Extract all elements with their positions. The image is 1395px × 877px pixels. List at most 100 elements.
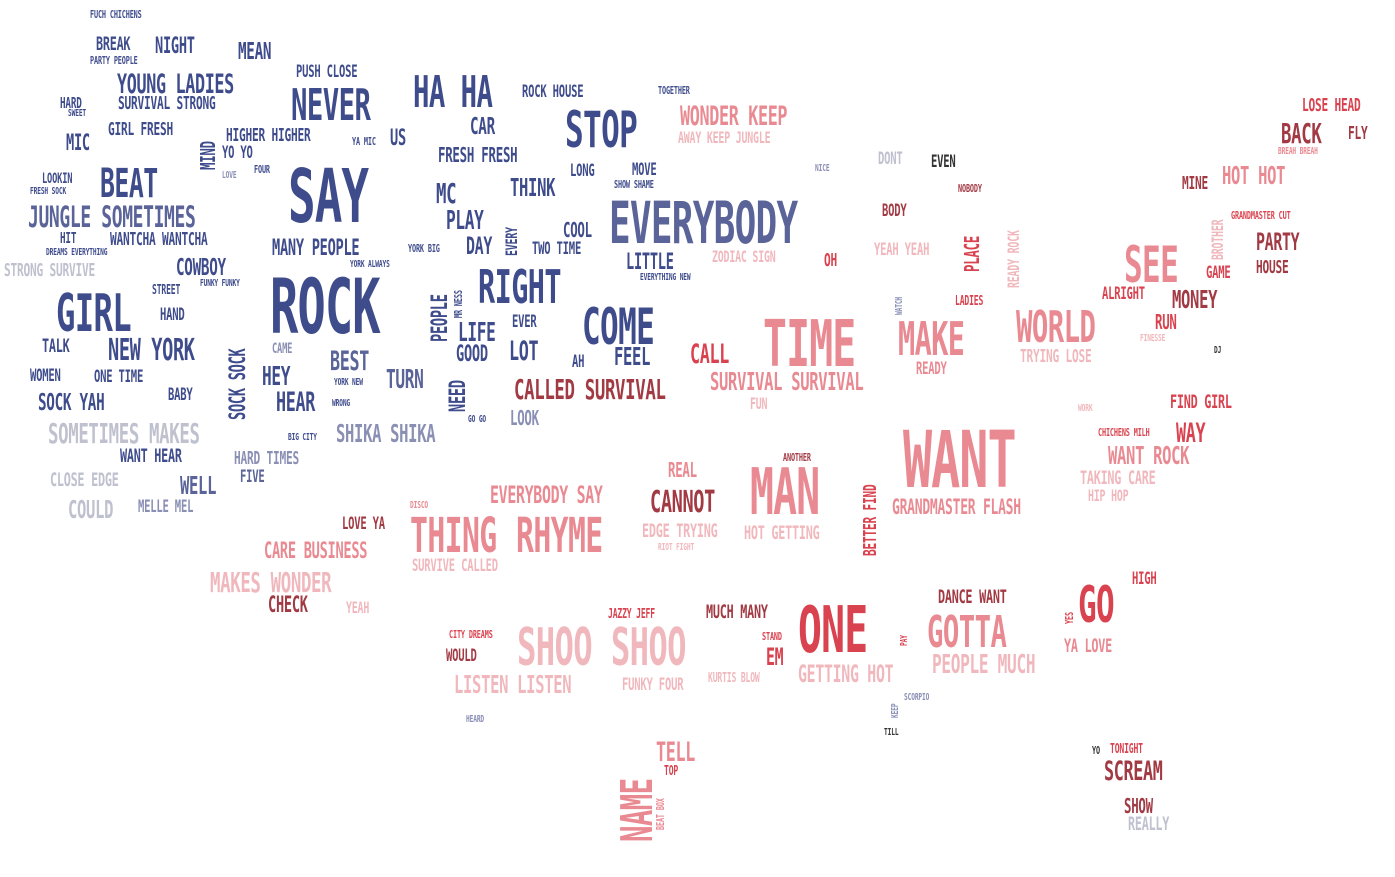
cloud-word: MR NESS [452,290,465,318]
cloud-word: SOCK YAH [38,390,105,416]
cloud-word: EVERYBODY [609,189,798,257]
cloud-word: LIFE [458,318,496,348]
cloud-word: PLACE [960,235,984,272]
cloud-word: BACK [1281,117,1322,150]
cloud-word: BIG CITY [288,432,317,443]
cloud-word: WANT HEAR [120,445,182,467]
cloud-word: READY ROCK [1004,230,1023,288]
cloud-word: HIT [60,229,77,247]
cloud-word: US [390,126,406,151]
cloud-word: YA LOVE [1064,635,1113,657]
cloud-word: DISCO [410,500,429,511]
cloud-word: WRONG [332,398,351,409]
cloud-word: BEAT BOX [654,798,667,830]
cloud-word: AH [572,352,585,372]
cloud-word: DAY [466,232,492,260]
cloud-word: HEAR [276,387,315,418]
cloud-word: EVERYTHING NEW [640,272,691,283]
cloud-word: DONT [878,149,903,169]
cloud-word: WOMEN [30,366,61,386]
cloud-word: WANT [903,416,1017,506]
cloud-word: TAKING CARE [1080,467,1156,489]
cloud-word: THING [410,508,497,564]
cloud-word: CARE BUSINESS [264,539,368,564]
cloud-word: BODY [882,201,907,221]
cloud-word: TALK [42,335,70,357]
cloud-word: SOCK SOCK [226,348,251,420]
cloud-word: MEAN [238,39,272,65]
cloud-word: SAY [288,154,369,240]
cloud-word: MAKES WONDER [210,566,332,599]
cloud-word: GOTTA [927,607,1007,658]
cloud-word: THINK [510,173,556,202]
cloud-word: HOT GETTING [744,522,820,544]
cloud-word: GAME [1206,263,1231,283]
cloud-word: LADIES [955,294,984,309]
cloud-word: SWEET [68,108,87,119]
cloud-word: TILL [884,727,899,738]
cloud-word: PARTY PEOPLE [90,54,138,67]
cloud-word: SURVIVAL SURVIVAL [710,367,864,396]
cloud-word: BABY [168,385,193,405]
cloud-word: COULD [68,495,114,524]
cloud-word: EVEN [931,152,956,172]
cloud-word: FRESH SOCK [30,186,67,197]
cloud-word: READY [916,359,947,379]
cloud-word: FIND GIRL [1170,391,1232,413]
cloud-word: LOOK [510,406,539,430]
cloud-word: STOP [565,101,638,159]
cloud-word: PAY [899,635,910,646]
cloud-word: SEE [1124,236,1179,294]
cloud-word: EVERYBODY SAY [490,481,603,509]
cloud-word: SCREAM [1104,756,1163,787]
cloud-word: LITTLE [626,250,674,275]
cloud-word: CHECK [268,593,308,618]
cloud-word: CANNOT [650,485,715,520]
cloud-word: HAND [160,305,185,325]
cloud-word: FUNKY FUNKY [200,278,240,289]
cloud-word: AWAY KEEP JUNGLE [678,128,771,147]
cloud-word: ALRIGHT [1102,284,1145,304]
cloud-word: MC [436,177,457,210]
cloud-word: LOSE HEAD [1302,95,1361,116]
cloud-word: ZODIAC SIGN [712,247,776,266]
cloud-word: PLAY [446,206,484,236]
cloud-word: SURVIVE CALLED [412,556,498,576]
cloud-word: YOUNG LADIES [117,69,234,100]
cloud-word: MAN [750,456,820,530]
cloud-word: FLY [1348,123,1368,144]
cloud-word: GETTING HOT [798,660,894,688]
cloud-word: WANTCHA WANTCHA [110,229,208,250]
cloud-word: FOUR [254,163,270,176]
cloud-word: WELL [180,471,217,500]
cloud-word: LONG [570,161,595,181]
cloud-word: FEEL [614,342,651,371]
cloud-word: YES [1063,612,1076,624]
cloud-word: NEED [446,380,471,412]
cloud-word: CAME [272,341,293,357]
cloud-word: YEAH YEAH [874,240,930,260]
cloud-word: BEST [330,346,369,377]
cloud-word: LOOKIN [42,171,73,187]
cloud-word: SHOW [1124,794,1153,818]
cloud-word: LOVE [222,170,237,181]
cloud-word: MOVE [632,160,657,180]
cloud-word: STAND [762,630,782,643]
cloud-word: CAR [470,114,495,140]
cloud-word: MINE [1182,173,1208,194]
cloud-word: YO [1092,744,1100,757]
cloud-word: CALL [690,339,729,370]
cloud-word: FUNKY FOUR [622,675,684,695]
cloud-word: TWO TIME [532,239,582,259]
cloud-word: RHYME [516,508,603,564]
cloud-word: WANT ROCK [1108,441,1190,470]
cloud-word: DREAMS EVERYTHING [46,247,108,258]
cloud-word: PUSH CLOSE [296,62,358,82]
cloud-word: ONE [798,594,868,668]
cloud-word: FUN [750,394,768,413]
cloud-word: MIC [66,131,90,156]
cloud-word: STRONG SURVIVE [4,260,95,281]
cloud-word: COWBOY [176,255,226,281]
cloud-word: OH [824,250,838,271]
